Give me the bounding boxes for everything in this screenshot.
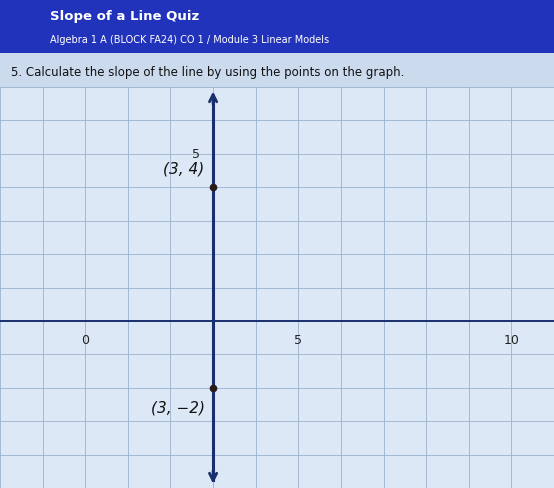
Text: Slope of a Line Quiz: Slope of a Line Quiz — [50, 10, 199, 22]
Text: 10: 10 — [504, 333, 519, 346]
Text: 5: 5 — [192, 148, 201, 161]
Text: 0: 0 — [81, 333, 89, 346]
Text: (3, −2): (3, −2) — [151, 400, 204, 415]
Text: Algebra 1 A (BLOCK FA24) CO 1 / Module 3 Linear Models: Algebra 1 A (BLOCK FA24) CO 1 / Module 3… — [50, 35, 329, 45]
Text: (3, 4): (3, 4) — [163, 161, 204, 176]
Text: 5: 5 — [294, 333, 302, 346]
Text: 5. Calculate the slope of the line by using the points on the graph.: 5. Calculate the slope of the line by us… — [11, 66, 404, 79]
